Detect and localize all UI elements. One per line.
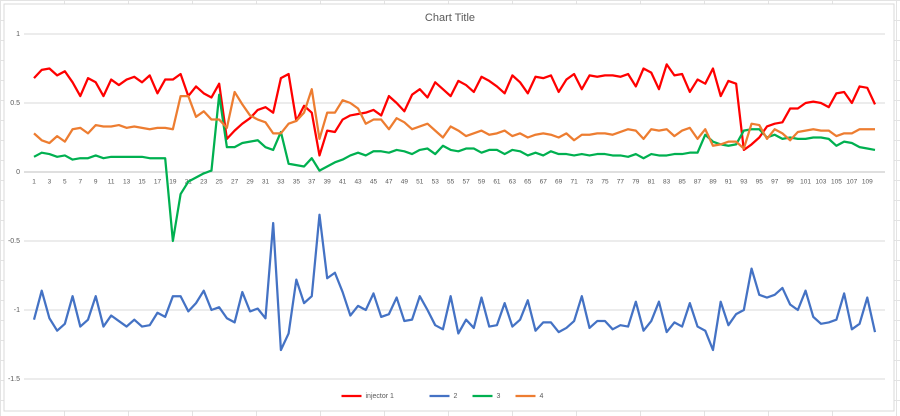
x-tick-label: 11 xyxy=(108,179,115,186)
x-tick-label: 3 xyxy=(48,179,52,186)
x-tick-label: 65 xyxy=(524,179,532,186)
y-tick-label: 0 xyxy=(16,169,20,176)
x-tick-label: 43 xyxy=(354,179,362,186)
x-tick-label: 39 xyxy=(324,179,332,186)
x-tick-label: 1 xyxy=(32,179,36,186)
x-tick-label: 67 xyxy=(540,179,548,186)
chart-area xyxy=(3,3,895,412)
x-tick-label: 9 xyxy=(94,179,98,186)
data-line xyxy=(33,63,877,157)
x-tick-label: 95 xyxy=(756,179,764,186)
x-tick-label: 31 xyxy=(262,179,270,186)
x-tick-label: 97 xyxy=(771,179,779,186)
x-tick-label: 81 xyxy=(648,179,656,186)
x-tick-label: 37 xyxy=(308,179,316,186)
x-tick-label: 57 xyxy=(462,179,470,186)
x-tick-label: 99 xyxy=(787,179,795,186)
x-tick-label: 107 xyxy=(846,179,857,186)
x-tick-label: 41 xyxy=(339,179,347,186)
x-tick-label: 7 xyxy=(78,179,82,186)
x-tick-label: 77 xyxy=(617,179,625,186)
x-tick-label: 75 xyxy=(601,179,609,186)
y-tick-label: 1 xyxy=(16,31,20,38)
y-tick-label: -1.5 xyxy=(8,376,20,383)
x-tick-label: 51 xyxy=(416,179,424,186)
x-tick-label: 23 xyxy=(200,179,208,186)
x-tick-label: 47 xyxy=(385,179,393,186)
x-tick-label: 55 xyxy=(447,179,455,186)
x-tick-label: 27 xyxy=(231,179,239,186)
y-tick-label: -0.5 xyxy=(8,238,20,245)
x-tick-label: 105 xyxy=(831,179,842,186)
x-tick-label: 69 xyxy=(555,179,563,186)
legend-label: injector 1 xyxy=(366,393,395,400)
x-tick-label: 73 xyxy=(586,179,594,186)
x-tick-label: 61 xyxy=(493,179,501,186)
x-tick-label: 35 xyxy=(293,179,301,186)
x-tick-label: 45 xyxy=(370,179,378,186)
x-tick-label: 109 xyxy=(862,179,873,186)
legend-label: 2 xyxy=(454,393,458,400)
chart-title: Chart Title xyxy=(425,12,475,24)
legend-label: 4 xyxy=(540,393,544,400)
x-tick-label: 59 xyxy=(478,179,486,186)
x-tick-label: 19 xyxy=(169,179,177,186)
x-tick-label: 5 xyxy=(63,179,67,186)
x-tick-label: 33 xyxy=(277,179,285,186)
y-tick-label: 0.5 xyxy=(10,100,20,107)
x-tick-label: 79 xyxy=(632,179,640,186)
data-line xyxy=(33,93,876,243)
x-tick-label: 13 xyxy=(123,179,131,186)
x-tick-label: 93 xyxy=(740,179,748,186)
data-line xyxy=(33,88,875,150)
legend-label: 3 xyxy=(497,393,501,400)
x-tick-label: 83 xyxy=(663,179,671,186)
x-tick-label: 15 xyxy=(138,179,146,186)
x-tick-label: 91 xyxy=(725,179,733,186)
x-tick-label: 103 xyxy=(816,179,827,186)
x-tick-label: 71 xyxy=(570,179,578,186)
data-line xyxy=(32,213,877,352)
x-tick-label: 29 xyxy=(246,179,254,186)
x-tick-label: 25 xyxy=(216,179,224,186)
x-tick-label: 17 xyxy=(154,179,162,186)
y-tick-label: -1 xyxy=(14,307,20,314)
x-tick-label: 101 xyxy=(800,179,811,186)
x-tick-label: 89 xyxy=(709,179,717,186)
x-tick-label: 53 xyxy=(432,179,440,186)
x-tick-label: 87 xyxy=(694,179,702,186)
x-tick-label: 63 xyxy=(509,179,517,186)
x-tick-label: 49 xyxy=(401,179,409,186)
x-tick-label: 85 xyxy=(678,179,686,186)
